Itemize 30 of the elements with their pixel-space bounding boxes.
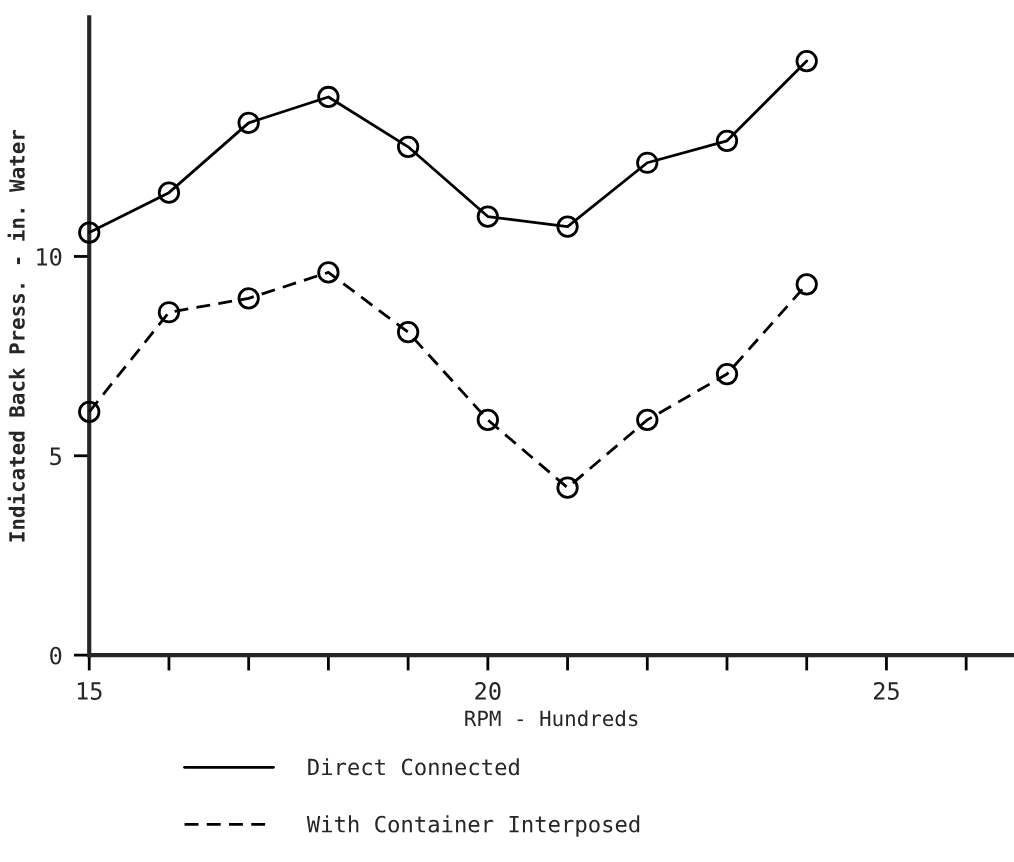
point (556, 215, 579, 238)
point (317, 261, 340, 284)
point (715, 129, 739, 152)
point (476, 408, 499, 432)
point (476, 205, 499, 228)
x-tick-label: 25 (873, 682, 899, 700)
point (636, 151, 659, 174)
y-tick-label: 10 (37, 247, 62, 266)
legend-label: Direct Connected (308, 758, 519, 776)
point (317, 85, 340, 109)
point (795, 273, 818, 296)
point (237, 111, 260, 134)
point (636, 408, 659, 432)
y-tick-label: 5 (50, 447, 61, 466)
point (715, 362, 739, 386)
x-axis-title: RPM - Hundreds (465, 710, 638, 727)
point (237, 287, 260, 310)
legend-label: With Container Interposed (306, 815, 640, 837)
point (397, 135, 420, 158)
point (397, 321, 420, 344)
y-tick-label: 0 (50, 646, 62, 665)
x-tick-label: 20 (475, 682, 501, 700)
point (157, 181, 181, 204)
point (556, 476, 579, 499)
y-axis-title: Indicated Back Press. - in. Water (7, 130, 25, 542)
point (795, 49, 818, 73)
x-tick-label: 15 (77, 682, 102, 700)
point (78, 221, 101, 244)
point (78, 400, 101, 424)
point (157, 301, 181, 324)
